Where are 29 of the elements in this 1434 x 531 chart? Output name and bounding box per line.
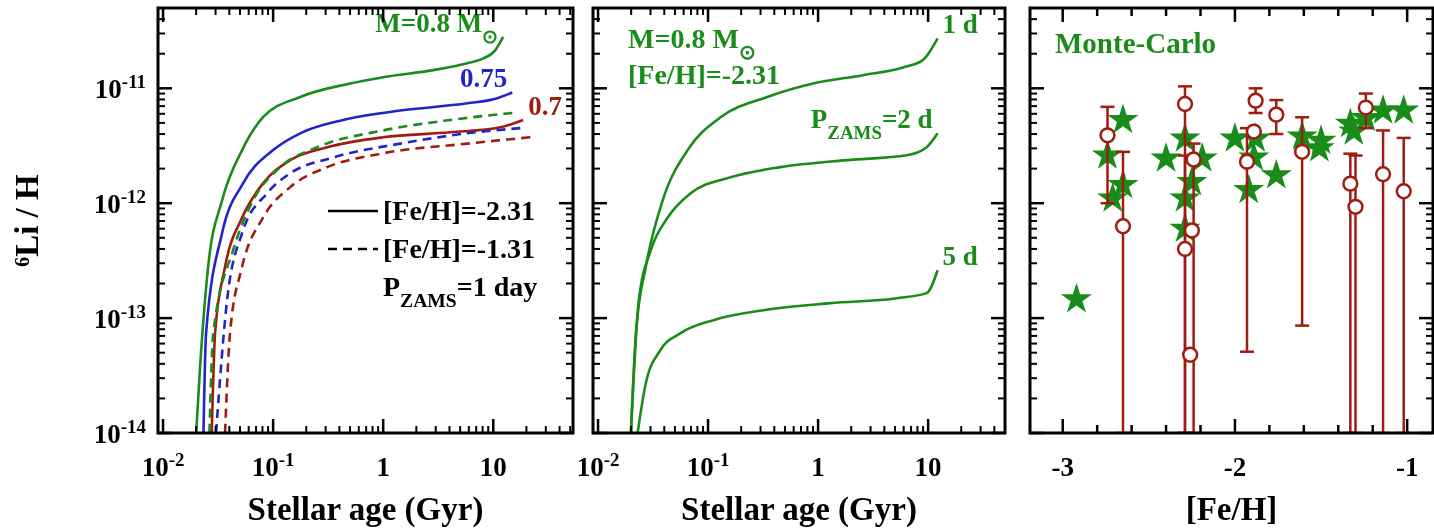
y-tick-label: 10$^{-11}$: [94, 70, 146, 105]
text: Monte-Carlo: [1055, 27, 1217, 59]
series-label: 1 d: [942, 9, 978, 40]
y-axis-title: ⁶Li / H: [9, 173, 45, 267]
x-tick-label: 10$^{-1}$: [686, 448, 730, 482]
series-label: 5 d: [942, 241, 978, 272]
series-label: M=0.8 M$_{⊙}$: [375, 7, 499, 47]
x-tick-label: 10: [479, 452, 507, 482]
x-tick-label: -3: [1051, 452, 1074, 482]
series-label: 0.7: [528, 90, 562, 121]
annotation: [Fe/H]=-2.31: [383, 195, 536, 226]
x-axis-title: Stellar age (Gyr): [247, 491, 484, 528]
x-axis-title: Stellar age (Gyr): [681, 491, 917, 528]
x-tick-label: 1: [376, 452, 390, 482]
x-tick-label: -2: [1223, 452, 1247, 482]
x-tick-label: 10: [914, 452, 942, 482]
x-tick-label: -1: [1395, 452, 1419, 482]
y-tick-label: 10$^{-14}$: [93, 415, 147, 449]
annotation: [Fe/H]=-1.31: [383, 233, 536, 264]
x-tick-label: 10$^{-1}$: [251, 448, 295, 482]
x-axis-title: [Fe/H]: [1185, 491, 1278, 527]
series-label: P$_{ZAMS}$=2 d: [810, 104, 933, 143]
y-tick-label: 10$^{-12}$: [93, 185, 146, 220]
x-tick-label: 10$^{-2}$: [576, 448, 620, 482]
y-tick-label: 10$^{-13}$: [93, 300, 146, 335]
series-label: 0.75: [460, 63, 508, 94]
x-tick-label: 10$^{-2}$: [141, 448, 185, 482]
x-tick-label: 1: [811, 452, 825, 482]
annotation: P$_{ZAMS}$=1 day: [383, 271, 538, 311]
